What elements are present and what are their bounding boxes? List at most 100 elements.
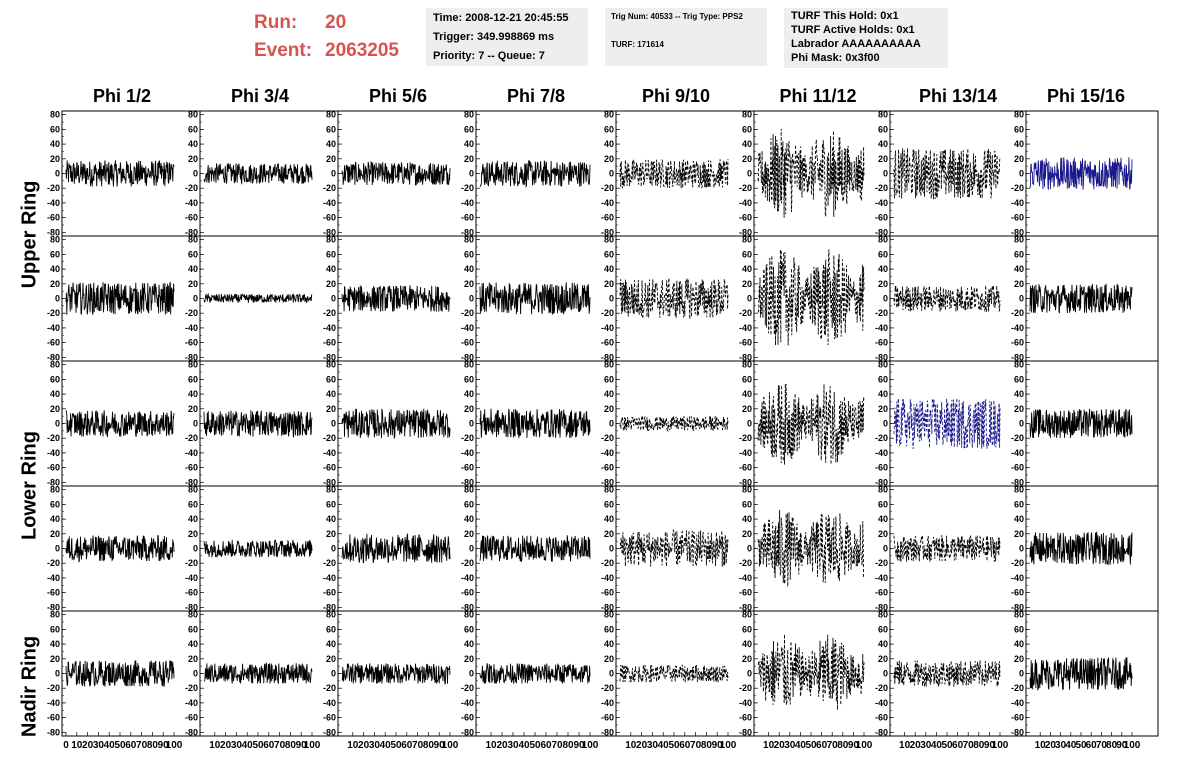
y-tick-label: 0 bbox=[55, 169, 60, 179]
y-tick-label: 0 bbox=[747, 419, 752, 429]
y-tick-label: 40 bbox=[878, 639, 888, 649]
x-tick-label: 70 bbox=[412, 740, 424, 751]
y-tick-label: -20 bbox=[601, 433, 614, 443]
y-tick-label: 20 bbox=[742, 529, 752, 539]
y-tick-label: 80 bbox=[188, 485, 198, 495]
y-tick-label: 0 bbox=[193, 169, 198, 179]
y-tick-label: 60 bbox=[604, 499, 614, 509]
trigger-text: Trigger: 349.998869 ms bbox=[433, 31, 555, 43]
y-tick-label: -60 bbox=[1011, 713, 1024, 723]
y-tick-label: -80 bbox=[739, 602, 752, 612]
y-tick-label: 0 bbox=[193, 669, 198, 679]
x-tick-label: 20 bbox=[496, 740, 508, 751]
turf-active-holds-text: TURF Active Holds: 0x1 bbox=[791, 24, 915, 36]
y-tick-label: -40 bbox=[47, 198, 60, 208]
y-tick-label: 20 bbox=[188, 154, 198, 164]
y-tick-label: 40 bbox=[1014, 639, 1024, 649]
y-tick-label: -40 bbox=[47, 698, 60, 708]
y-tick-label: -60 bbox=[185, 713, 198, 723]
y-tick-label: 60 bbox=[878, 624, 888, 634]
x-tick-label: 90 bbox=[573, 740, 585, 751]
y-tick-label: -20 bbox=[47, 683, 60, 693]
y-tick-label: 80 bbox=[1014, 235, 1024, 245]
y-tick-label: 80 bbox=[464, 235, 474, 245]
y-tick-label: 80 bbox=[1014, 610, 1024, 620]
info-box-time: Time: 2008-12-21 20:45:55 Trigger: 349.9… bbox=[426, 8, 588, 66]
waveform-trace bbox=[757, 509, 865, 587]
y-tick-label: -20 bbox=[461, 683, 474, 693]
y-tick-label: 40 bbox=[188, 139, 198, 149]
y-tick-label: -40 bbox=[739, 198, 752, 208]
y-tick-label: 40 bbox=[604, 389, 614, 399]
y-tick-label: 40 bbox=[878, 139, 888, 149]
trig-text: Trig Num: 40533 -- Trig Type: PPS2 bbox=[611, 12, 743, 21]
y-tick-label: 0 bbox=[331, 419, 336, 429]
y-tick-label: -80 bbox=[47, 602, 60, 612]
y-tick-label: 80 bbox=[742, 485, 752, 495]
x-tick-label: 60 bbox=[816, 740, 828, 751]
y-tick-label: -60 bbox=[47, 713, 60, 723]
y-tick-label: 80 bbox=[464, 485, 474, 495]
y-tick-label: 60 bbox=[1014, 624, 1024, 634]
y-tick-label: 0 bbox=[469, 544, 474, 554]
y-tick-label: -80 bbox=[1011, 477, 1024, 487]
x-tick-label: 40 bbox=[658, 740, 670, 751]
phi-mask-text: Phi Mask: 0x3f00 bbox=[791, 52, 880, 64]
y-tick-label: 80 bbox=[742, 360, 752, 370]
x-tick-label: 50 bbox=[805, 740, 817, 751]
y-tick-label: 0 bbox=[193, 294, 198, 304]
y-tick-label: -60 bbox=[461, 463, 474, 473]
x-tick-label: 10 bbox=[209, 740, 221, 751]
y-tick-label: -60 bbox=[739, 463, 752, 473]
x-tick-label: 70 bbox=[963, 740, 975, 751]
waveform-trace bbox=[341, 532, 451, 564]
y-tick-label: 0 bbox=[609, 169, 614, 179]
y-tick-label: -60 bbox=[875, 338, 888, 348]
col-title-phi-7-8: Phi 7/8 bbox=[506, 86, 566, 106]
x-tick-label: 90 bbox=[434, 740, 446, 751]
y-tick-label: -40 bbox=[739, 698, 752, 708]
time-text: Time: 2008-12-21 20:45:55 bbox=[433, 12, 569, 24]
y-tick-label: -20 bbox=[323, 558, 336, 568]
y-tick-label: 40 bbox=[50, 639, 60, 649]
waveform-trace bbox=[893, 535, 1001, 562]
x-tick-label: 100 bbox=[582, 740, 599, 751]
x-tick-label: 20 bbox=[82, 740, 94, 751]
y-tick-label: -40 bbox=[461, 573, 474, 583]
y-tick-label: 80 bbox=[1014, 360, 1024, 370]
y-tick-label: 60 bbox=[742, 624, 752, 634]
x-tick-label: 40 bbox=[242, 740, 254, 751]
y-tick-label: 80 bbox=[604, 610, 614, 620]
y-tick-label: -60 bbox=[47, 338, 60, 348]
y-tick-label: 40 bbox=[326, 514, 336, 524]
y-tick-label: 20 bbox=[464, 529, 474, 539]
y-tick-label: -40 bbox=[601, 448, 614, 458]
y-tick-label: -80 bbox=[47, 477, 60, 487]
y-tick-label: 0 bbox=[331, 669, 336, 679]
y-tick-label: -80 bbox=[739, 727, 752, 737]
y-tick-label: -60 bbox=[601, 588, 614, 598]
x-tick-label: 60 bbox=[263, 740, 275, 751]
waveform-trace bbox=[619, 529, 729, 567]
y-tick-label: -20 bbox=[739, 683, 752, 693]
y-tick-label: 40 bbox=[326, 264, 336, 274]
y-tick-label: 60 bbox=[1014, 249, 1024, 259]
x-tick-label: 70 bbox=[690, 740, 702, 751]
y-tick-label: 80 bbox=[878, 235, 888, 245]
y-tick-label: 80 bbox=[188, 360, 198, 370]
y-tick-label: 80 bbox=[604, 360, 614, 370]
y-tick-label: 80 bbox=[50, 360, 60, 370]
y-tick-label: 20 bbox=[742, 279, 752, 289]
x-tick-label: 70 bbox=[136, 740, 148, 751]
y-tick-label: -60 bbox=[875, 588, 888, 598]
y-tick-label: -80 bbox=[47, 352, 60, 362]
waveform-trace bbox=[479, 160, 591, 188]
y-tick-label: -60 bbox=[185, 463, 198, 473]
y-tick-label: 60 bbox=[464, 249, 474, 259]
y-tick-label: 20 bbox=[742, 404, 752, 414]
y-tick-label: -40 bbox=[875, 448, 888, 458]
y-tick-label: -20 bbox=[185, 433, 198, 443]
y-tick-label: 0 bbox=[609, 669, 614, 679]
y-tick-label: -40 bbox=[739, 448, 752, 458]
y-tick-label: 60 bbox=[464, 374, 474, 384]
